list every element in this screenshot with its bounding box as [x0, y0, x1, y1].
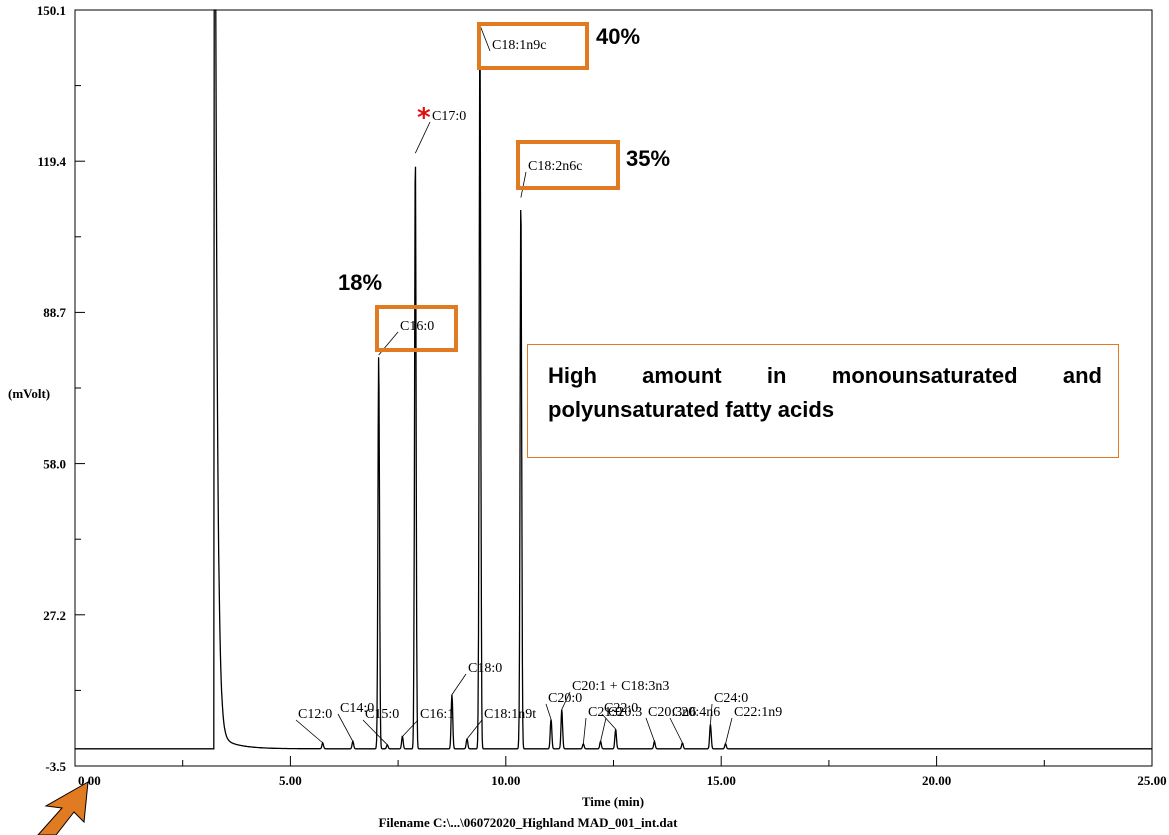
peak-label-C20-0: C20:0 — [548, 691, 582, 706]
peak-label-C14-0: C14:0 — [340, 701, 374, 716]
y-tick-label: 88.7 — [43, 305, 66, 320]
peak-leader-line — [601, 713, 616, 730]
peak-leader-line — [337, 713, 354, 742]
peak-label-C20-3: C20:3 — [608, 705, 642, 720]
peak-leader-line — [561, 691, 571, 710]
y-axis-label: (mVolt) — [8, 386, 50, 401]
x-tick-labels: 0.00 5.00 10.00 15.00 20.00 25.00 — [78, 773, 1167, 788]
x-tick-label: 15.00 — [707, 773, 736, 788]
x-tick-label: 5.00 — [279, 773, 302, 788]
peak-label-C20-1---C18-3n3: C20:1 + C18:3n3 — [572, 679, 669, 694]
peak-label-C16-0: C16:0 — [400, 319, 434, 334]
peak-percent-label: 35% — [626, 146, 670, 171]
peak-leader-line — [710, 703, 713, 725]
corner-arrow-icon — [37, 781, 89, 835]
y-tick-label: 150.1 — [37, 3, 66, 18]
highlight-box — [477, 22, 589, 70]
filename-label: Filename C:\...\06072020_Highland MAD_00… — [378, 815, 678, 830]
x-tick-label: 20.00 — [922, 773, 951, 788]
peak-label-C17-0: C17:0 — [432, 109, 466, 124]
y-tick-label: -3.5 — [45, 759, 66, 774]
peak-highlights: 18% 40% 35% — [338, 22, 670, 352]
peak-leader-line — [545, 703, 552, 720]
highlight-box — [516, 140, 620, 190]
peak-leader-line — [582, 717, 587, 744]
peak-label-C16-1: C16:1 — [420, 707, 454, 722]
x-tick-label: 10.00 — [491, 773, 520, 788]
peak-label-C18-1n9c: C18:1n9c — [492, 38, 546, 53]
x-axis-label: Time (min) — [582, 794, 644, 809]
peak-label-C15-0: C15:0 — [365, 707, 399, 722]
internal-standard-marker: * — [417, 103, 431, 133]
peak-leader-line — [466, 719, 483, 740]
peak-leader-line — [414, 121, 431, 154]
peak-label-C21-0: C21:0 — [588, 705, 622, 720]
peak-label-C20-3n6: C20:3n6 — [648, 705, 696, 720]
peak-leader-line — [520, 171, 527, 198]
peak-label-C22-1n9: C22:1n9 — [734, 705, 782, 720]
peak-leader-line — [295, 719, 323, 744]
annotation-box: High amount in monounsaturated and polyu… — [527, 344, 1119, 458]
peak-leader-line — [600, 717, 607, 742]
peak-label-C20-4n6: C20:4n6 — [672, 705, 720, 720]
y-tick-label: 27.2 — [43, 608, 66, 623]
y-tick-labels: -3.5 27.2 58.0 88.7 119.4 150.1 — [37, 3, 67, 774]
peak-leader-line — [479, 25, 491, 52]
peak-label-C18-0: C18:0 — [468, 661, 502, 676]
peak-leader-line — [402, 719, 419, 737]
peak-label-C24-0: C24:0 — [714, 691, 748, 706]
chromatogram-trace — [75, 9, 1152, 750]
peak-label-C12-0: C12:0 — [298, 707, 332, 722]
peak-leader-line — [451, 673, 467, 695]
peak-percent-label: 40% — [596, 24, 640, 49]
peak-leader-line — [669, 717, 683, 744]
peak-label-C22-0: C22:0 — [604, 701, 638, 716]
peak-percent-label: 18% — [338, 270, 382, 295]
y-tick-label: 119.4 — [37, 154, 66, 169]
x-tick-label: 25.00 — [1137, 773, 1166, 788]
peak-label-C18-2n6c: C18:2n6c — [528, 159, 582, 174]
peak-leader-line — [362, 719, 388, 746]
peak-leader-line — [725, 717, 733, 744]
highlight-box — [375, 305, 458, 352]
peak-label-C18-1n9t: C18:1n9t — [484, 707, 536, 722]
axis-ticks — [74, 9, 1153, 767]
y-tick-label: 58.0 — [43, 456, 66, 471]
peak-leader-line — [645, 717, 655, 742]
